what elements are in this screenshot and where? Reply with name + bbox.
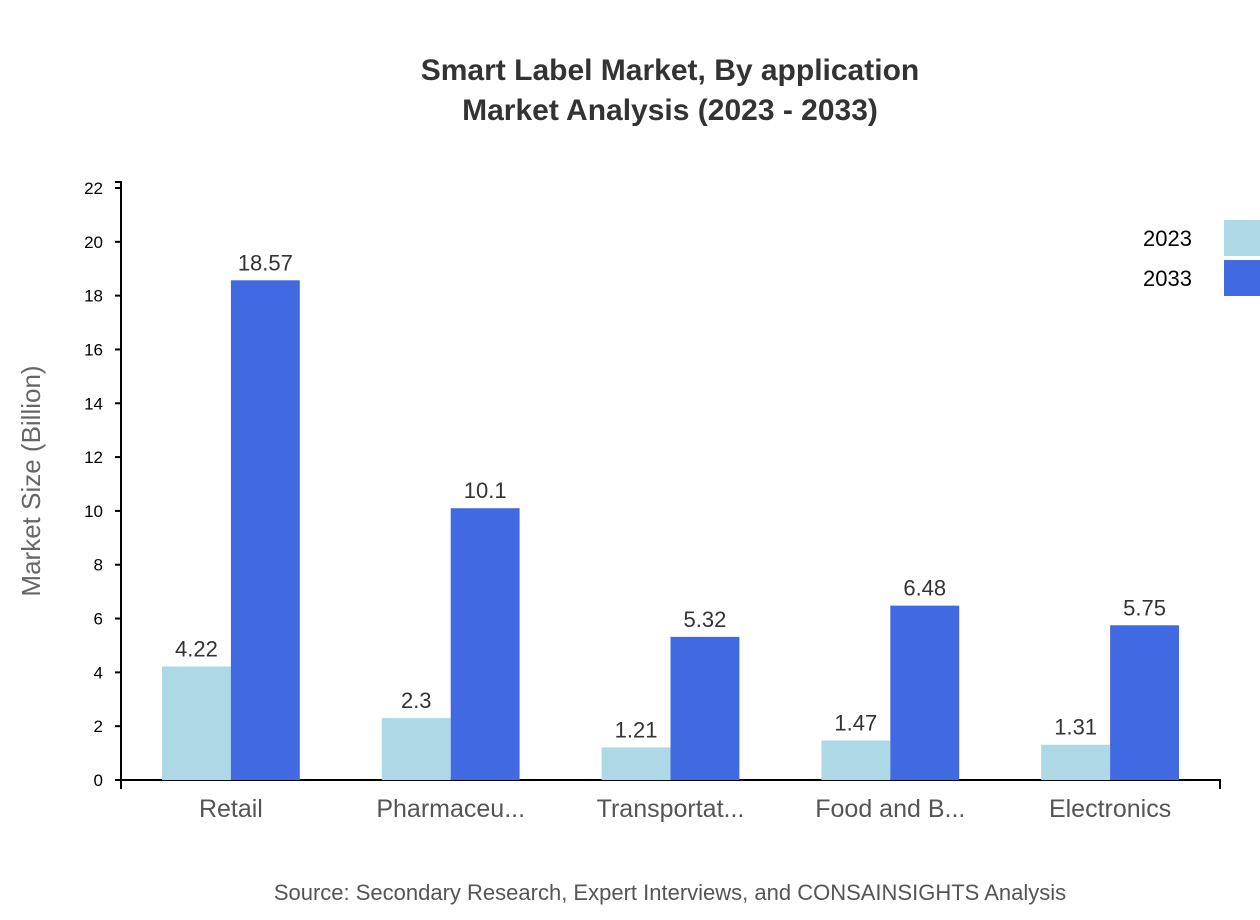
data-label: 5.32	[684, 607, 727, 632]
y-axis-line	[115, 181, 122, 781]
bar-2023	[821, 740, 891, 780]
y-tick-label: 6	[94, 610, 103, 629]
bars: 4.22 18.57 2.3 10.1 1.21 5.32 1.47 6.48 1.31 5.75	[162, 250, 1179, 780]
y-tick-label: 12	[84, 448, 103, 467]
legend-label: 2023	[1143, 226, 1192, 251]
data-label: 1.21	[615, 717, 658, 742]
legend: 2023 2033	[1143, 220, 1260, 296]
bar-2033	[230, 280, 300, 780]
source-note: Source: Secondary Research, Expert Inter…	[274, 880, 1066, 905]
legend-swatch-2023	[1224, 220, 1260, 256]
data-label: 10.1	[464, 478, 507, 503]
data-label: 1.31	[1054, 715, 1097, 740]
bar-2023	[601, 747, 671, 780]
bar-2033	[450, 508, 520, 780]
bar-2033	[890, 605, 960, 780]
x-tick-label: Transportat...	[597, 795, 745, 823]
y-tick-label: 20	[84, 233, 103, 252]
y-tick-label: 22	[84, 179, 103, 198]
bar-2023	[1041, 744, 1111, 780]
y-axis-label: Market Size (Billion)	[16, 365, 46, 596]
x-tick-label: Pharmaceu...	[376, 795, 525, 823]
legend-swatch-2033	[1224, 260, 1260, 296]
chart-subtitle: Market Analysis (2023 - 2033)	[462, 94, 878, 127]
y-tick-label: 4	[94, 663, 103, 682]
y-tick-label: 16	[84, 340, 103, 359]
y-tick-label: 14	[84, 394, 103, 413]
data-label: 2.3	[401, 688, 432, 713]
x-tick-label: Electronics	[1049, 795, 1171, 823]
data-label: 18.57	[238, 250, 293, 275]
bar-2033	[670, 636, 740, 780]
legend-label: 2033	[1143, 266, 1192, 291]
data-label: 5.75	[1123, 595, 1166, 620]
y-tick-label: 0	[94, 771, 103, 790]
x-tick-label: Retail	[199, 795, 263, 823]
bar-2023	[381, 718, 451, 780]
data-label: 4.22	[175, 636, 218, 661]
y-tick-label: 2	[94, 717, 103, 736]
y-axis: 0 2 4 6 8 10 12 14 16 18 20 22	[84, 179, 122, 790]
x-axis-line	[120, 779, 1221, 789]
y-tick-label: 8	[94, 556, 103, 575]
data-label: 6.48	[903, 576, 946, 601]
data-label: 1.47	[834, 710, 877, 735]
y-tick-label: 18	[84, 287, 103, 306]
bar-2023	[162, 666, 231, 780]
bar-2033	[1110, 625, 1179, 780]
x-axis: Retail Pharmaceu... Transportat... Food and…	[120, 779, 1221, 823]
chart-title: Smart Label Market, By application	[421, 54, 919, 87]
x-tick-label: Food and B...	[815, 795, 965, 823]
y-tick-label: 10	[84, 502, 103, 521]
